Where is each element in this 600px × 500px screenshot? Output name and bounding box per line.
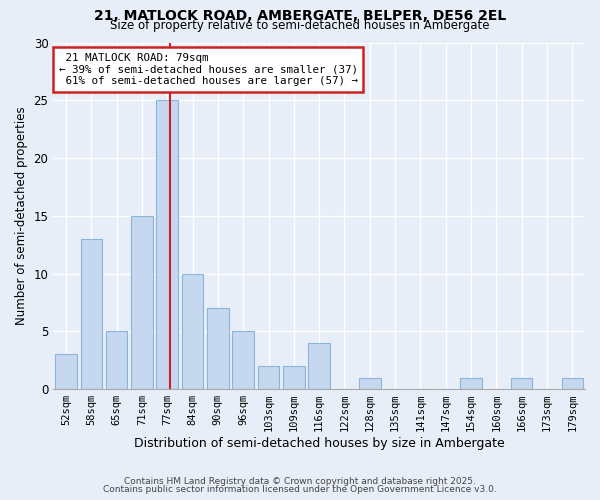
Bar [55, 354, 77, 389]
Bar [157, 100, 178, 389]
Bar [258, 366, 279, 389]
Bar [460, 378, 482, 389]
Bar [207, 308, 229, 389]
Bar [359, 378, 380, 389]
Text: Contains public sector information licensed under the Open Government Licence v3: Contains public sector information licen… [103, 485, 497, 494]
Bar [131, 216, 152, 389]
Text: 21 MATLOCK ROAD: 79sqm
← 39% of semi-detached houses are smaller (37)
 61% of se: 21 MATLOCK ROAD: 79sqm ← 39% of semi-det… [59, 53, 358, 86]
Bar [232, 332, 254, 389]
Text: Contains HM Land Registry data © Crown copyright and database right 2025.: Contains HM Land Registry data © Crown c… [124, 477, 476, 486]
X-axis label: Distribution of semi-detached houses by size in Ambergate: Distribution of semi-detached houses by … [134, 437, 505, 450]
Bar [562, 378, 583, 389]
Text: 21, MATLOCK ROAD, AMBERGATE, BELPER, DE56 2EL: 21, MATLOCK ROAD, AMBERGATE, BELPER, DE5… [94, 9, 506, 23]
Text: Size of property relative to semi-detached houses in Ambergate: Size of property relative to semi-detach… [110, 19, 490, 32]
Bar [182, 274, 203, 389]
Bar [511, 378, 532, 389]
Bar [283, 366, 305, 389]
Bar [308, 343, 330, 389]
Bar [80, 239, 102, 389]
Bar [106, 332, 127, 389]
Y-axis label: Number of semi-detached properties: Number of semi-detached properties [15, 106, 28, 325]
